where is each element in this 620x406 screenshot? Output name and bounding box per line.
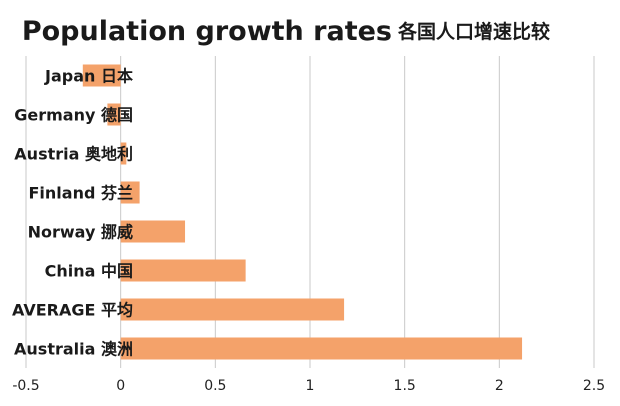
bar bbox=[120, 298, 345, 321]
x-tick-label: 0 bbox=[116, 378, 125, 394]
category-label: Austria 奥地利 bbox=[14, 145, 133, 164]
x-tick-labels: -0.5 0 0.5 1 1.5 2 2.5 bbox=[12, 378, 605, 394]
chart-title-cn: 各国人口增速比较 bbox=[397, 20, 550, 43]
x-tick-label: 2.5 bbox=[583, 378, 605, 394]
bar bbox=[120, 181, 140, 204]
bar bbox=[120, 337, 523, 360]
category-label: Norway 挪威 bbox=[28, 223, 133, 242]
bar bbox=[82, 64, 121, 87]
grid-lines bbox=[25, 56, 595, 368]
x-tick-label: 1.5 bbox=[394, 378, 416, 394]
x-tick-label: -0.5 bbox=[12, 378, 39, 394]
category-label: Finland 芬兰 bbox=[28, 184, 133, 203]
bar bbox=[120, 142, 127, 165]
category-labels: Japan 日本 Germany 德国 Austria 奥地利 Finland 芬兰 N… bbox=[12, 67, 133, 359]
x-tick-label: 0.5 bbox=[204, 378, 226, 394]
chart-title: Population growth rates 各国人口增速比较 bbox=[22, 16, 550, 47]
bar bbox=[120, 259, 246, 282]
category-label: China 中国 bbox=[45, 262, 133, 281]
chart-title-en: Population growth rates bbox=[22, 16, 392, 47]
bars bbox=[82, 64, 523, 360]
x-tick-label: 1 bbox=[306, 378, 315, 394]
bar bbox=[107, 103, 121, 126]
category-label: AVERAGE 平均 bbox=[12, 301, 133, 320]
category-label: Germany 德国 bbox=[14, 106, 133, 125]
x-tick-label: 2 bbox=[495, 378, 504, 394]
category-label: Australia 澳洲 bbox=[14, 340, 133, 359]
category-label: Japan 日本 bbox=[44, 67, 133, 86]
bar bbox=[120, 220, 186, 243]
